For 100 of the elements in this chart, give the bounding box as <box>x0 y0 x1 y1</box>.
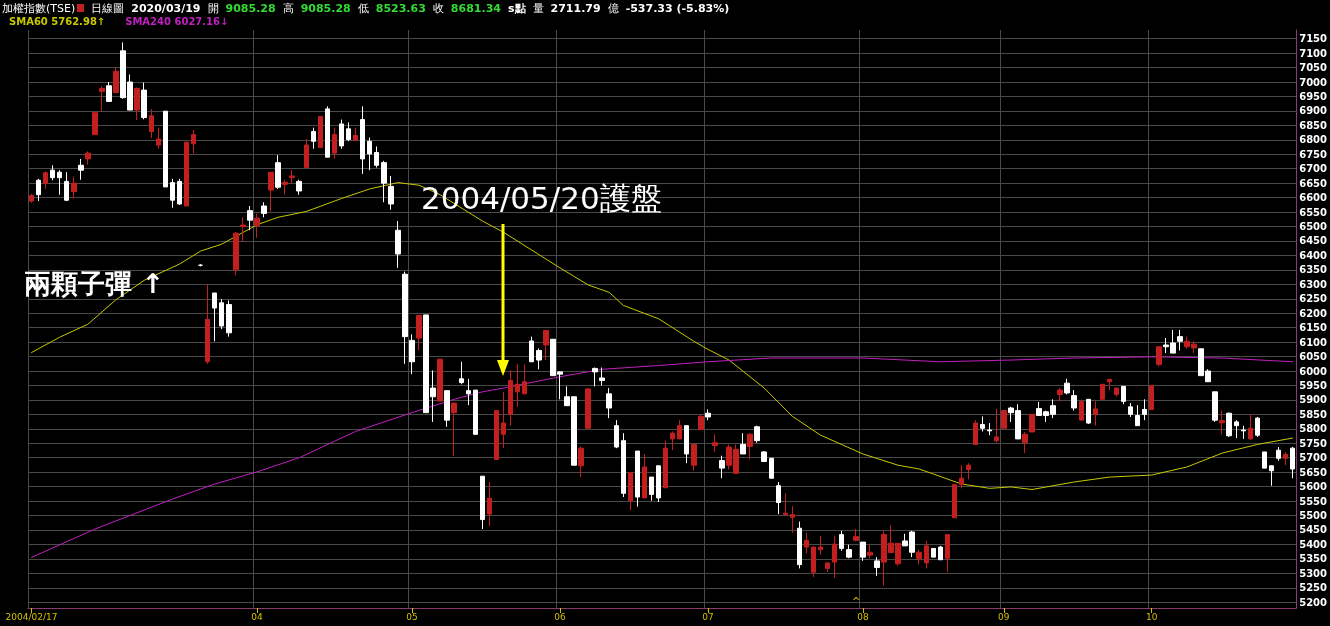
candlestick <box>578 445 584 478</box>
candlestick <box>1156 346 1162 368</box>
candlestick <box>1149 384 1154 410</box>
candlestick <box>240 216 246 243</box>
candlestick <box>388 175 394 211</box>
candlestick <box>170 178 175 209</box>
candlestick <box>677 419 682 440</box>
candlestick <box>311 127 316 150</box>
candlestick <box>614 419 619 449</box>
candlestick <box>226 300 232 338</box>
candlestick <box>740 432 746 455</box>
y-tick-label: 5600 <box>1299 481 1328 493</box>
y-tick-label: 6200 <box>1299 307 1328 319</box>
candlestick <box>71 176 77 199</box>
candlestick <box>1121 385 1126 405</box>
candlestick <box>1269 464 1274 487</box>
candlestick <box>113 66 119 94</box>
candlestick <box>508 369 513 427</box>
candlestick <box>289 169 295 184</box>
y-tick-label: 6700 <box>1299 163 1328 175</box>
x-tick-label: 2004/02/17 <box>5 611 58 622</box>
x-tick-label: 10 <box>1146 611 1158 622</box>
candlestick <box>395 220 401 269</box>
candlestick <box>487 481 492 527</box>
candlestick <box>1100 383 1105 400</box>
candlestick <box>233 231 239 276</box>
candlestick <box>1107 378 1112 391</box>
y-tick-label: 5400 <box>1299 538 1328 550</box>
y-tick-label: 6850 <box>1299 119 1328 131</box>
candlestick <box>705 408 711 421</box>
line-series <box>31 356 1294 558</box>
candlestick <box>649 476 654 502</box>
y-tick-label: 5900 <box>1299 394 1328 406</box>
candlestick <box>945 534 950 573</box>
candlestick <box>57 169 62 196</box>
text: 2020/03/19 <box>131 1 201 15</box>
candlestick <box>931 547 936 558</box>
candlestick <box>1142 398 1147 421</box>
candlestick <box>1001 410 1007 429</box>
text: 8523.63 <box>375 1 426 15</box>
candlestick <box>318 115 323 149</box>
text: 低 <box>357 0 369 16</box>
y-tick-label: 7000 <box>1299 76 1328 88</box>
candlestick <box>381 160 387 203</box>
candlestick <box>592 367 598 387</box>
candlestick <box>642 453 647 499</box>
candlestick <box>783 492 788 516</box>
candlestick <box>1071 389 1077 412</box>
candlestick <box>635 450 640 508</box>
candlestick <box>1064 378 1070 395</box>
candlestick <box>1283 451 1288 466</box>
candlestick <box>106 81 112 102</box>
candlestick <box>994 408 999 444</box>
y-tick-label: 6150 <box>1299 322 1328 334</box>
candlestick <box>156 127 161 150</box>
candlestick <box>952 484 957 519</box>
candlestick <box>247 205 253 231</box>
candlestick <box>1234 419 1239 439</box>
candlestick <box>797 521 802 569</box>
candlestick <box>205 284 210 365</box>
candlestick <box>85 150 91 166</box>
candlestick <box>585 387 591 429</box>
y-tick-label: 6050 <box>1299 351 1328 363</box>
candlestick <box>163 110 168 188</box>
candlestick <box>543 329 549 361</box>
y-tick-label: 5650 <box>1299 466 1328 478</box>
candlestick <box>1290 446 1295 479</box>
annotation: 兩顆子彈 ↑ <box>24 267 165 301</box>
candlestick <box>466 378 471 406</box>
y-tick-label: 6500 <box>1299 221 1328 233</box>
candlestick <box>191 129 196 154</box>
candlestick <box>1057 387 1063 402</box>
y-tick-label: 5950 <box>1299 379 1328 391</box>
candlestick <box>459 361 464 385</box>
text: 9085.28 <box>225 1 276 15</box>
y-tick-label: 5500 <box>1299 510 1328 522</box>
y-tick-label: 6900 <box>1299 105 1328 117</box>
candlestick <box>1022 431 1028 454</box>
candlestick <box>1226 412 1232 438</box>
text: s點 <box>507 0 526 16</box>
y-tick-label: 5300 <box>1299 567 1328 579</box>
candlestick <box>1128 402 1133 418</box>
candlestick <box>99 85 105 112</box>
candlestick <box>656 465 661 503</box>
candlestick <box>712 433 718 453</box>
candlestick <box>501 391 506 449</box>
candlestick <box>134 87 140 121</box>
y-tick-label: 7100 <box>1299 47 1328 59</box>
candlestick <box>296 179 302 196</box>
text: 高 <box>282 0 294 16</box>
y-tick-label: 5200 <box>1299 596 1328 608</box>
y-tick-label: 6650 <box>1299 177 1328 189</box>
candlestick <box>663 440 668 489</box>
y-tick-label: 6100 <box>1299 336 1328 348</box>
candlestick <box>1135 404 1140 427</box>
text: 9085.28 <box>300 1 351 15</box>
candlestick <box>353 127 358 142</box>
candlestick <box>339 119 344 150</box>
candlestick <box>776 481 781 515</box>
candlestick <box>268 171 274 212</box>
